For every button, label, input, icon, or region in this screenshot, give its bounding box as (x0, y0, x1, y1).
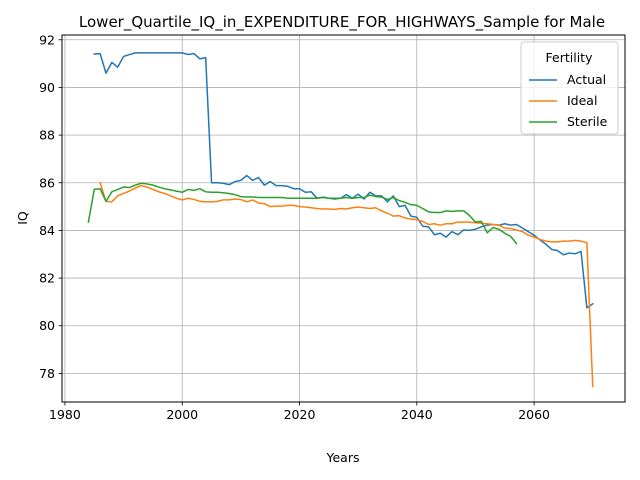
x-tick-label: 2000 (166, 407, 198, 422)
y-tick-label: 86 (39, 175, 55, 190)
y-axis-title: IQ (15, 211, 30, 225)
series-line-sterile (87, 182, 518, 245)
legend-label-actual: Actual (567, 72, 606, 87)
y-tick-label: 92 (39, 32, 55, 47)
y-tick-label: 78 (39, 366, 55, 381)
plot-frame (61, 34, 626, 403)
y-tick-label: 80 (39, 318, 55, 333)
y-tick-label: 88 (39, 128, 55, 143)
legend-title: Fertility (546, 50, 594, 65)
x-tick-label: 2020 (284, 407, 316, 422)
axis-ticks: 1980 2000 2020 2040 2060 78 80 82 84 86 88 90 92 (39, 32, 550, 422)
chart-title: Lower_Quartile_IQ_in_EXPENDITURE_FOR_HIG… (79, 13, 605, 32)
series-line-actual (93, 52, 594, 309)
x-tick-label: 2040 (401, 407, 433, 422)
y-tick-label: 84 (39, 223, 55, 238)
legend-entries: Actual Ideal Sterile (529, 72, 608, 129)
x-axis-title: Years (326, 450, 360, 465)
legend-box (520, 41, 619, 135)
legend-label-sterile: Sterile (567, 114, 608, 129)
x-tick-label: 2060 (518, 407, 550, 422)
legend: Fertility Actual Ideal Sterile (520, 41, 619, 135)
x-tick-label: 1980 (49, 407, 81, 422)
series-lines (87, 52, 594, 388)
y-tick-label: 82 (39, 271, 55, 286)
grid (62, 35, 625, 402)
series-line-ideal (99, 181, 594, 388)
y-tick-label: 90 (39, 80, 55, 95)
legend-label-ideal: Ideal (567, 93, 597, 108)
